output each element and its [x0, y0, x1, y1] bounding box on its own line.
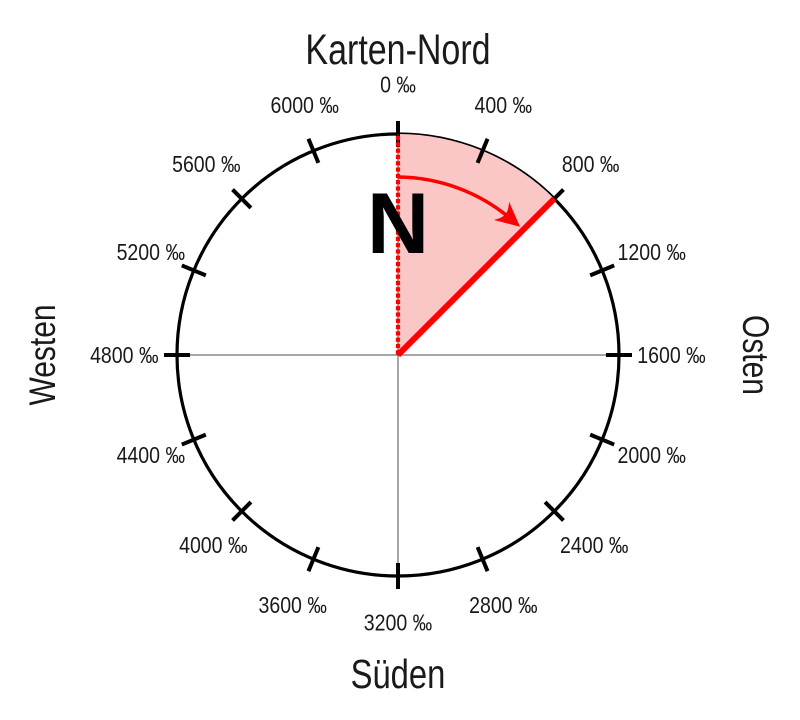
svg-text:800 ‰: 800 ‰	[562, 152, 620, 178]
svg-text:6000 ‰: 6000 ‰	[270, 92, 338, 118]
svg-text:1200 ‰: 1200 ‰	[618, 239, 686, 265]
svg-text:4800 ‰: 4800 ‰	[90, 343, 158, 369]
svg-text:5600 ‰: 5600 ‰	[172, 152, 240, 178]
svg-text:4000 ‰: 4000 ‰	[179, 533, 247, 559]
svg-text:3200 ‰: 3200 ‰	[364, 610, 432, 636]
svg-text:2800 ‰: 2800 ‰	[469, 593, 537, 619]
svg-text:Süden: Süden	[351, 650, 446, 696]
svg-text:Westen: Westen	[22, 304, 64, 405]
svg-text:Osten: Osten	[734, 315, 776, 395]
svg-text:Karten-Nord: Karten-Nord	[305, 26, 490, 73]
svg-text:5200 ‰: 5200 ‰	[117, 239, 185, 265]
svg-text:0 ‰: 0 ‰	[380, 72, 416, 98]
svg-text:1600 ‰: 1600 ‰	[637, 343, 705, 369]
svg-text:N: N	[367, 176, 429, 272]
svg-text:4400 ‰: 4400 ‰	[117, 442, 185, 468]
svg-text:2000 ‰: 2000 ‰	[618, 442, 686, 468]
svg-text:3600 ‰: 3600 ‰	[258, 593, 326, 619]
svg-text:2400 ‰: 2400 ‰	[560, 533, 628, 559]
svg-text:400 ‰: 400 ‰	[475, 92, 533, 118]
